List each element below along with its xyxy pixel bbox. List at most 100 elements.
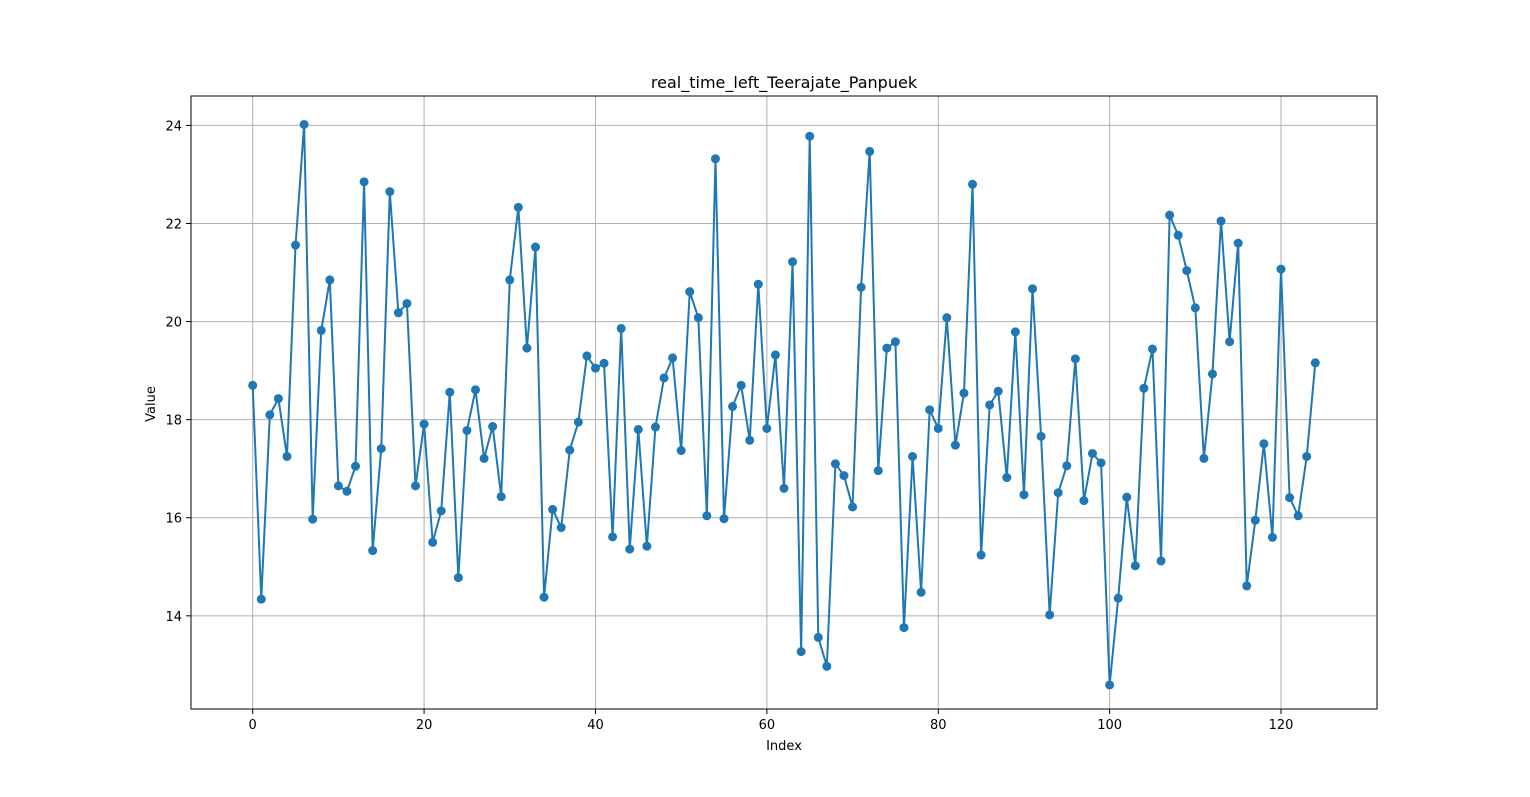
chart-title: real_time_left_Teerajate_Panpuek bbox=[651, 73, 918, 93]
data-point bbox=[316, 325, 326, 335]
data-point bbox=[668, 353, 678, 363]
data-point bbox=[830, 459, 840, 469]
data-point bbox=[479, 453, 489, 463]
data-point bbox=[1010, 327, 1020, 337]
data-point bbox=[805, 131, 815, 141]
data-point bbox=[1216, 216, 1226, 226]
data-point bbox=[788, 257, 798, 267]
data-point bbox=[1242, 581, 1252, 591]
data-point bbox=[1302, 451, 1312, 461]
data-point bbox=[411, 481, 421, 491]
data-point bbox=[848, 502, 858, 512]
data-point bbox=[273, 394, 283, 404]
data-point bbox=[565, 445, 575, 455]
axis-ticks: 0 20 40 60 80 100 120 14 16 18 20 22 24 bbox=[165, 119, 1293, 733]
data-point bbox=[865, 146, 875, 156]
data-point bbox=[513, 202, 523, 212]
data-point bbox=[368, 546, 378, 556]
data-point bbox=[693, 313, 703, 323]
data-point bbox=[1285, 493, 1295, 503]
data-point bbox=[530, 242, 540, 252]
data-point bbox=[1002, 473, 1012, 483]
data-point bbox=[659, 373, 669, 383]
data-point bbox=[342, 486, 352, 496]
data-point bbox=[633, 424, 643, 434]
data-point bbox=[1079, 496, 1089, 506]
y-tick-label: 24 bbox=[165, 119, 182, 134]
data-point bbox=[1122, 492, 1132, 502]
data-point bbox=[1088, 449, 1097, 458]
y-tick-label: 14 bbox=[165, 610, 182, 625]
y-tick-label: 22 bbox=[165, 218, 182, 233]
data-point bbox=[573, 417, 583, 427]
data-point bbox=[582, 351, 592, 361]
data-point bbox=[608, 532, 618, 542]
data-point bbox=[873, 466, 883, 476]
data-point bbox=[291, 240, 301, 250]
data-point bbox=[1139, 383, 1149, 393]
data-point bbox=[1053, 488, 1063, 498]
data-point bbox=[1028, 284, 1038, 294]
data-point bbox=[1147, 344, 1157, 354]
data-point bbox=[1130, 561, 1140, 571]
data-point bbox=[248, 380, 258, 390]
data-point bbox=[942, 313, 952, 323]
axes-frame bbox=[190, 95, 1378, 710]
data-point bbox=[1199, 453, 1209, 463]
data-point bbox=[728, 401, 738, 411]
data-point bbox=[710, 154, 720, 164]
data-point bbox=[471, 385, 480, 395]
data-point bbox=[702, 511, 712, 521]
data-point bbox=[325, 275, 335, 285]
data-point bbox=[625, 544, 635, 554]
data-point bbox=[505, 275, 515, 285]
data-point bbox=[1036, 431, 1046, 441]
data-point bbox=[993, 386, 1003, 396]
data-point bbox=[419, 419, 429, 429]
data-point bbox=[882, 343, 892, 353]
data-point bbox=[745, 435, 755, 445]
plot-border bbox=[190, 95, 1378, 710]
x-tick-label: 20 bbox=[416, 718, 433, 733]
data-point bbox=[762, 423, 772, 433]
data-point bbox=[650, 422, 660, 432]
x-tick-label: 120 bbox=[1269, 718, 1294, 733]
data-point bbox=[753, 279, 763, 289]
data-point bbox=[1259, 439, 1269, 449]
data-point bbox=[1267, 532, 1277, 542]
data-point bbox=[1105, 680, 1115, 690]
data-point bbox=[282, 451, 292, 461]
y-tick-label: 16 bbox=[165, 512, 182, 527]
data-point bbox=[1113, 593, 1123, 603]
data-point bbox=[333, 481, 343, 491]
data-point bbox=[1096, 458, 1106, 468]
data-point bbox=[548, 504, 558, 514]
series-line bbox=[251, 123, 1317, 686]
x-axis-label: Index bbox=[766, 739, 802, 754]
data-point bbox=[676, 446, 686, 456]
data-point bbox=[359, 177, 369, 187]
data-point bbox=[1070, 354, 1080, 364]
data-point bbox=[385, 187, 395, 197]
data-point bbox=[393, 308, 403, 318]
data-point bbox=[1225, 337, 1235, 347]
x-tick-label: 100 bbox=[1097, 718, 1122, 733]
data-point bbox=[1182, 266, 1192, 276]
data-point bbox=[916, 587, 926, 597]
data-point bbox=[256, 594, 266, 604]
data-point bbox=[985, 400, 995, 410]
data-point bbox=[796, 647, 806, 657]
data-point bbox=[856, 282, 866, 292]
x-tick-label: 0 bbox=[249, 718, 257, 733]
data-point bbox=[308, 514, 318, 524]
data-point bbox=[1165, 210, 1175, 220]
data-point bbox=[265, 410, 275, 420]
data-point bbox=[616, 323, 626, 333]
data-point bbox=[925, 405, 935, 415]
data-point bbox=[351, 461, 361, 471]
data-series bbox=[248, 119, 1320, 690]
data-point bbox=[1156, 556, 1166, 566]
data-point bbox=[590, 363, 600, 373]
data-point bbox=[813, 632, 823, 642]
